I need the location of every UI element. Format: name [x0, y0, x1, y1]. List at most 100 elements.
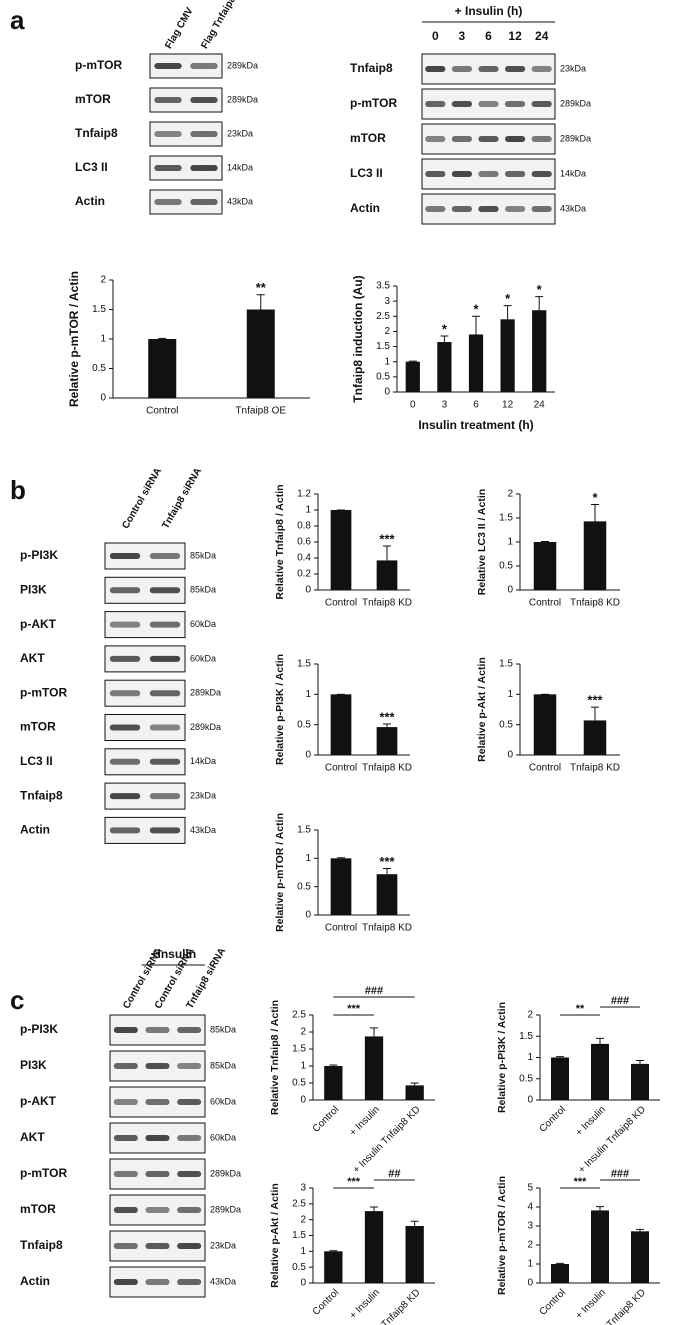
- y-tick-label: 3: [527, 1221, 533, 1232]
- error-bar: [383, 545, 391, 561]
- error-bar: [440, 335, 449, 343]
- significance: *: [537, 282, 543, 297]
- y-tick-label: 1.5: [297, 659, 311, 670]
- x-tick-label: 24: [534, 400, 546, 411]
- blot-band: [177, 1063, 202, 1069]
- significance: ***: [379, 531, 395, 546]
- x-tick-label: Control: [146, 406, 178, 417]
- blot-row-label: Actin: [20, 823, 50, 837]
- blot-kda: 85kDa: [210, 1060, 236, 1070]
- lane-label: 3: [459, 29, 466, 43]
- blot-row-label: Actin: [350, 201, 380, 215]
- error-bar: [591, 706, 599, 721]
- bar: [533, 694, 557, 755]
- blot-kda: 289kDa: [190, 688, 221, 698]
- blot-band: [145, 1243, 170, 1249]
- blot-band: [149, 758, 181, 765]
- bar: [468, 334, 484, 392]
- blot-row-label: p-PI3K: [20, 548, 58, 562]
- y-tick-label: 0: [305, 910, 311, 921]
- blot-band: [154, 63, 182, 69]
- error-bar: [383, 868, 391, 875]
- significance: ***: [347, 1003, 361, 1015]
- bar: [591, 1043, 609, 1100]
- y-tick-label: 1: [305, 853, 311, 864]
- y-axis-label: Relative p-mTOR / Actin: [496, 1176, 508, 1295]
- y-tick-label: 1.5: [519, 1031, 533, 1042]
- error-bar: [370, 1206, 378, 1212]
- blot-band: [478, 171, 499, 177]
- bar: [533, 542, 557, 590]
- bar: [364, 1211, 384, 1283]
- y-tick-label: 1: [300, 1061, 306, 1072]
- blot-row-label: LC3 II: [20, 754, 53, 768]
- panel-label: a: [10, 5, 25, 35]
- x-tick-label: Control: [311, 1104, 342, 1135]
- blot-kda: 60kDa: [210, 1132, 236, 1142]
- blot-band: [177, 1243, 202, 1249]
- blot-band: [190, 97, 218, 103]
- x-tick-label: Control: [325, 598, 357, 609]
- bar: [583, 521, 607, 590]
- blot-kda: 289kDa: [190, 722, 221, 732]
- significance: ###: [611, 995, 629, 1007]
- bar: [148, 339, 177, 398]
- blot-row-label: Tnfaip8: [20, 788, 63, 802]
- error-bar: [591, 504, 599, 522]
- blot-row-label: p-AKT: [20, 617, 57, 631]
- y-tick-label: 1.5: [376, 341, 390, 352]
- error-bar: [556, 1262, 564, 1264]
- significance: *: [473, 302, 479, 317]
- significance: ###: [611, 1168, 629, 1180]
- blot-band: [451, 206, 473, 212]
- panel-label: b: [10, 475, 26, 505]
- blot-kda: 60kDa: [190, 653, 216, 663]
- significance: ***: [574, 1176, 588, 1188]
- x-tick-label: Control: [325, 923, 357, 934]
- bar: [246, 309, 275, 398]
- bar: [551, 1264, 569, 1283]
- blot-band: [177, 1135, 202, 1141]
- blot-band: [531, 101, 552, 107]
- blot-row-label: p-mTOR: [75, 58, 122, 72]
- blot-kda: 43kDa: [210, 1276, 236, 1286]
- blot-band: [113, 1207, 138, 1213]
- blot-row-label: mTOR: [75, 92, 111, 106]
- y-axis-label: Relative p-PI3K / Actin: [496, 1002, 508, 1113]
- x-tick-label: Tnfaip8 KD: [362, 598, 412, 609]
- y-tick-label: 1.5: [297, 825, 311, 836]
- significance: ***: [379, 709, 395, 724]
- blot-kda: 289kDa: [560, 133, 591, 143]
- y-tick-label: 1: [305, 689, 311, 700]
- blot-band: [149, 655, 181, 662]
- error-bar: [337, 857, 345, 859]
- y-axis-label: Relative p-mTOR / Actin: [274, 813, 286, 932]
- blot-band: [145, 1135, 170, 1141]
- x-tick-label: Control: [529, 763, 561, 774]
- blot-row-label: Tnfaip8: [75, 126, 118, 140]
- x-tick-label: Control: [325, 763, 357, 774]
- x-tick-label: + Insulin: [348, 1104, 382, 1138]
- y-axis-label: Relative p-Akt / Actin: [476, 657, 488, 762]
- blot-row-label: Actin: [75, 194, 105, 208]
- blot-band: [451, 136, 473, 142]
- blot-band: [177, 1171, 202, 1177]
- bar: [376, 560, 398, 590]
- y-axis-label: Relative Tnfaip8 / Actin: [274, 484, 286, 599]
- blot-band: [190, 63, 218, 69]
- x-tick-label: + Insulin: [574, 1104, 608, 1138]
- y-tick-label: 0.5: [297, 719, 311, 730]
- blot-band: [149, 587, 181, 594]
- x-tick-label: + Insulin: [348, 1287, 382, 1321]
- blot-band: [504, 101, 526, 107]
- blot-band: [478, 66, 499, 72]
- blot-kda: 289kDa: [227, 94, 258, 104]
- bar: [405, 1085, 424, 1100]
- x-tick-label: Control: [529, 598, 561, 609]
- y-tick-label: 2.5: [292, 1198, 306, 1209]
- blot-band: [145, 1099, 170, 1105]
- blot-band: [504, 206, 526, 212]
- blot-row-label: mTOR: [350, 131, 386, 145]
- y-tick-label: 2: [507, 489, 513, 500]
- blot-row-label: AKT: [20, 1130, 45, 1144]
